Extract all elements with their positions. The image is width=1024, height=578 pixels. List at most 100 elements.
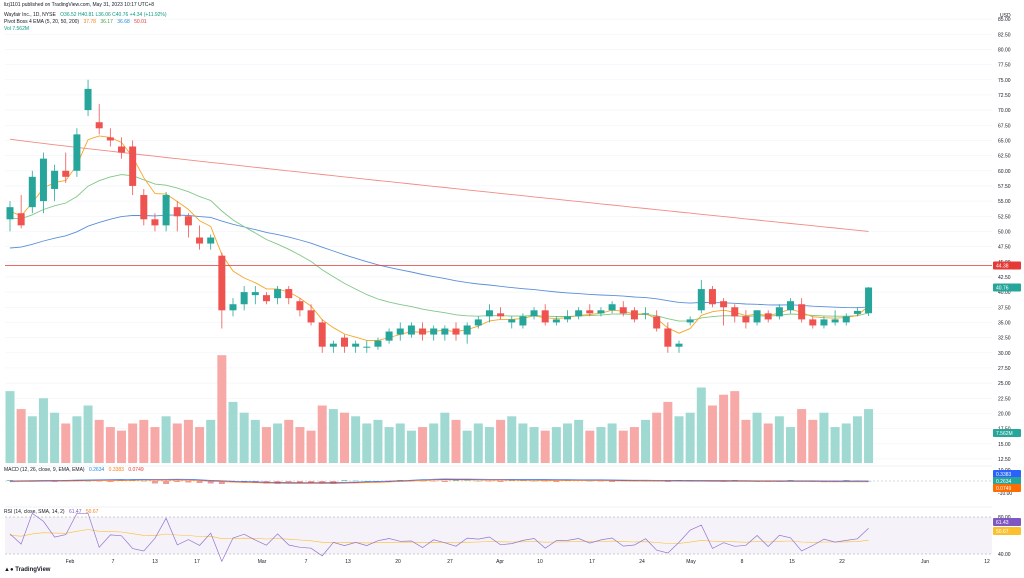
date-tick-label: 13 bbox=[345, 559, 351, 565]
ema-5-line bbox=[9, 135, 869, 341]
candle bbox=[95, 104, 103, 135]
date-tick-label: 27 bbox=[447, 559, 453, 565]
price-tick-label: 77.50 bbox=[998, 63, 1011, 69]
price-tick-label: 22.50 bbox=[998, 396, 1011, 402]
volume-bar bbox=[172, 423, 182, 463]
candle-body bbox=[207, 237, 215, 244]
volume-bar bbox=[496, 419, 506, 463]
volume-bar bbox=[629, 427, 639, 463]
volume-bar bbox=[462, 430, 472, 463]
volume-bar bbox=[195, 427, 205, 463]
macd-value-3: 0.0749 bbox=[128, 467, 144, 473]
candle bbox=[385, 328, 393, 344]
volume-bar bbox=[183, 419, 193, 463]
volume-bar bbox=[730, 391, 740, 463]
macd-histogram-bar bbox=[464, 480, 471, 481]
candle bbox=[51, 164, 59, 202]
candle bbox=[140, 188, 148, 226]
rsi-tag-1-bg bbox=[993, 518, 1021, 526]
volume-bar bbox=[250, 419, 260, 463]
candle bbox=[720, 298, 728, 326]
candle-body bbox=[686, 319, 694, 323]
candle bbox=[608, 301, 616, 314]
volume-bar bbox=[72, 416, 82, 463]
date-axis[interactable]: Feb 7 13 17 Mar 7 13 20 27 Apr 10 17 24 May 8 15 22 Jun 12 bbox=[66, 559, 990, 565]
macd-value-2: 0.3383 bbox=[108, 467, 124, 473]
volume-bar bbox=[518, 423, 528, 463]
candle bbox=[162, 192, 170, 232]
volume-bar bbox=[574, 419, 584, 463]
candle-body bbox=[106, 137, 114, 141]
macd-tag-1: 0.3383 bbox=[996, 472, 1012, 478]
date-tick-label: 12 bbox=[984, 559, 990, 565]
volume-bar bbox=[395, 423, 405, 463]
volume-bar bbox=[808, 419, 818, 463]
macd-histogram-bar bbox=[620, 480, 627, 481]
volume-bar bbox=[685, 412, 695, 463]
macd-tick-label: -10.00 bbox=[998, 491, 1012, 497]
volume-bar bbox=[206, 419, 216, 463]
macd-histogram-bar bbox=[151, 481, 158, 484]
candle bbox=[285, 286, 293, 305]
candle bbox=[853, 307, 861, 317]
volume-tag: 7.562M bbox=[996, 431, 1013, 437]
rsi-legend[interactable]: RSI (14, close, SMA, 14, 2) 61.47 50.67 bbox=[4, 509, 101, 516]
date-tick-label: 20 bbox=[395, 559, 401, 565]
candle-body bbox=[508, 319, 516, 323]
macd-pane bbox=[5, 465, 992, 484]
candle-body bbox=[407, 325, 415, 335]
ema200-value: 50.01 bbox=[134, 19, 147, 25]
rsi-line bbox=[9, 512, 869, 563]
ema-5-path bbox=[9, 135, 869, 341]
date-tick-label: 8 bbox=[741, 559, 744, 565]
macd-histogram-bar bbox=[285, 481, 292, 482]
macd-legend[interactable]: MACD (12, 26, close, 9, EMA, EMA) 0.2634… bbox=[4, 467, 147, 474]
macd-histogram-bar bbox=[519, 480, 526, 481]
macd-value-1: 0.2634 bbox=[88, 467, 105, 473]
candle-body bbox=[820, 319, 828, 326]
symbol-legend[interactable]: Wayfair Inc., 1D, NYSE O36.52 H40.81 L36… bbox=[4, 12, 170, 19]
date-tick-label: 7 bbox=[305, 559, 308, 565]
volume-bar bbox=[484, 427, 494, 463]
volume-bar bbox=[841, 423, 851, 463]
candle-body bbox=[307, 310, 315, 323]
volume-bar bbox=[228, 401, 238, 463]
candle-body bbox=[329, 343, 337, 347]
candle bbox=[173, 201, 181, 232]
macd-histogram-bar bbox=[308, 481, 315, 483]
tradingview-logo-icon: ▲● bbox=[4, 567, 14, 573]
candle-body bbox=[497, 313, 505, 317]
macd-histogram-bar bbox=[7, 480, 13, 481]
price-tick-label: 12.50 bbox=[998, 457, 1011, 463]
volume-bar bbox=[607, 423, 617, 463]
volume-bar bbox=[128, 423, 138, 463]
macd-histogram-bar bbox=[163, 481, 170, 484]
ema-200-line bbox=[9, 138, 869, 232]
candle bbox=[419, 322, 427, 341]
ema50-value: 36.68 bbox=[117, 19, 130, 25]
volume-bar bbox=[674, 416, 684, 463]
volume-bar bbox=[117, 430, 126, 463]
candle bbox=[619, 301, 627, 317]
macd-histogram-bar bbox=[296, 481, 303, 483]
candle bbox=[296, 298, 304, 317]
macd-histogram-bar bbox=[96, 481, 103, 482]
candle-body bbox=[251, 292, 259, 296]
date-tick-label: 13 bbox=[152, 559, 158, 565]
volume-bar bbox=[317, 405, 327, 463]
ema-20-line bbox=[9, 174, 869, 322]
candle-body bbox=[285, 289, 293, 299]
volume-legend[interactable]: Vol 7.562M bbox=[4, 26, 32, 33]
candle-body bbox=[352, 343, 360, 347]
candle-body bbox=[552, 319, 560, 323]
candle-body bbox=[452, 328, 460, 335]
candle-body bbox=[363, 346, 371, 348]
ema-legend[interactable]: Pivot Boss 4 EMA (5, 20, 50, 200) 37.78 … bbox=[4, 19, 150, 26]
price-tick-label: 30.00 bbox=[998, 351, 1011, 357]
candle-body bbox=[229, 304, 237, 311]
candle bbox=[39, 152, 47, 214]
macd-histogram-bar bbox=[140, 481, 147, 482]
ema-20-path bbox=[9, 174, 869, 322]
